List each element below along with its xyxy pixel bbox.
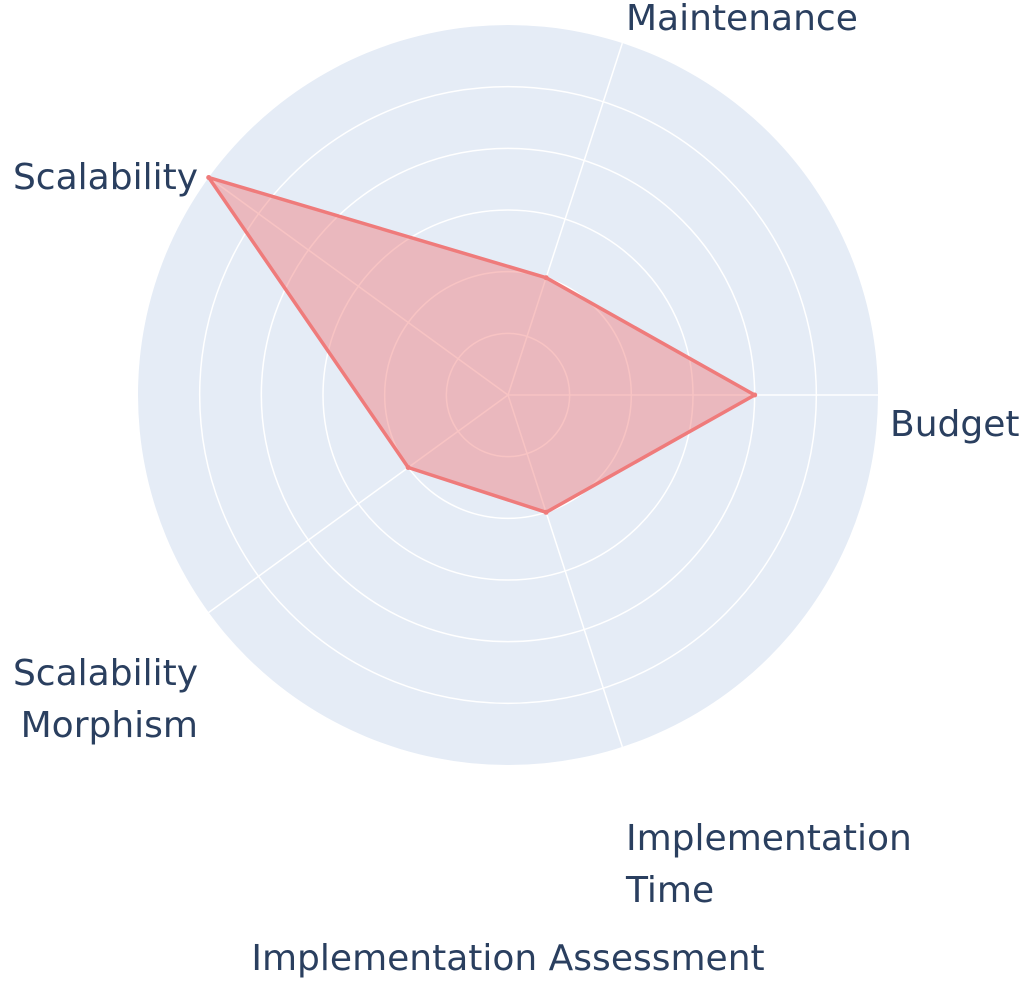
angular-gridline-5: [507, 394, 624, 748]
data-point-1: [752, 392, 758, 398]
angular-gridline-3: [208, 176, 509, 396]
data-point-5: [543, 509, 549, 515]
axis-label-3: Scalability: [13, 157, 198, 198]
chart-title: Implementation Assessment: [251, 938, 764, 979]
data-point-4: [405, 465, 411, 470]
axis-label-2: Maintenance: [626, 0, 858, 39]
axis-label-1: Budget: [890, 404, 1019, 445]
angular-gridline-2: [507, 42, 624, 396]
angular-gridline-4: [208, 394, 509, 614]
data-point-3: [206, 175, 212, 180]
axis-label-5: Implementation Time: [625, 818, 912, 911]
axis-label-4: Scalability Morphism: [13, 653, 198, 746]
data-point-2: [543, 275, 549, 281]
series-area-1: [206, 175, 757, 515]
